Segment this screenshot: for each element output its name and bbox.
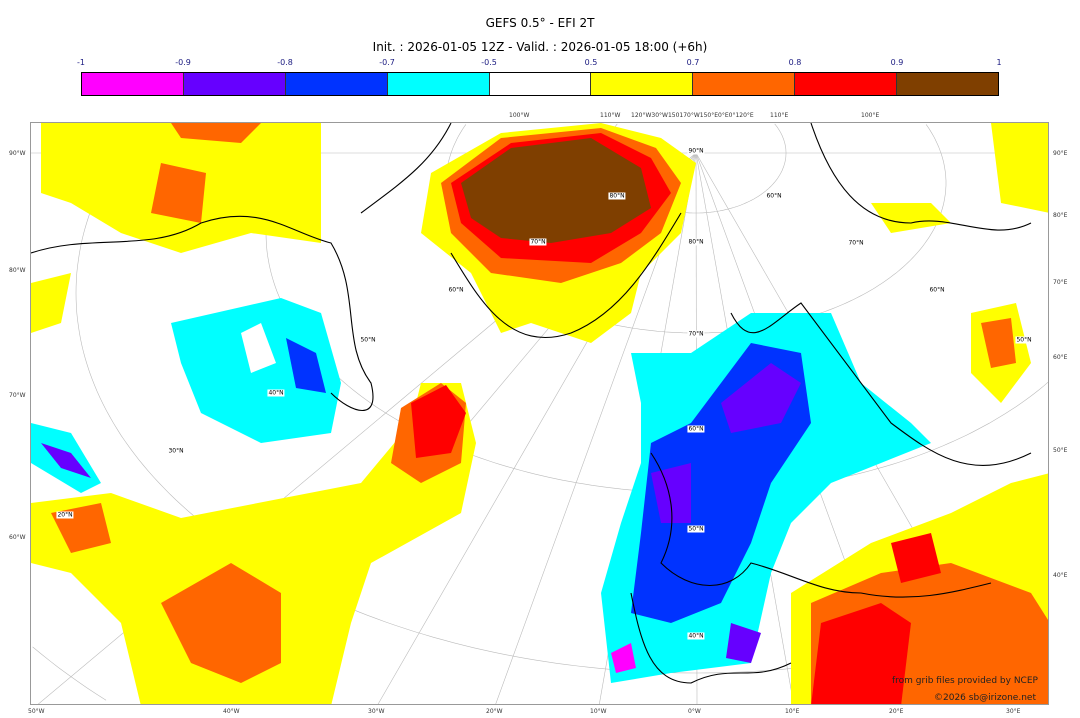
latitude-circle — [774, 123, 787, 153]
latitude-circle — [265, 123, 1048, 494]
axis-label-bottom: 20°E — [889, 708, 904, 715]
latitude-label: 50°N — [359, 336, 377, 344]
map-subtitle: Init. : 2026-01-05 12Z - Valid. : 2026-0… — [372, 40, 708, 54]
colorbar-swatch — [183, 73, 286, 95]
colorbar-swatch — [897, 73, 999, 95]
map-area: 90°N 80°N 80°N 70°N 70°N 60°N 60°N 50°N 50°N 70°N… — [30, 122, 1049, 705]
latitude-label: 90°N — [687, 147, 705, 155]
colorbar-swatch — [82, 73, 184, 95]
latitude-circle — [32, 646, 107, 701]
axis-label-top: 100°W — [509, 112, 530, 119]
axis-label-bottom: 40°W — [223, 708, 240, 715]
latitude-label: 50°N — [687, 525, 705, 533]
axis-label-bottom: 50°W — [28, 708, 45, 715]
colorbar-swatch — [285, 73, 388, 95]
colorbar-tick: -0.8 — [277, 58, 293, 67]
latitude-label: 40°N — [687, 632, 705, 640]
axis-label-left: 60°W — [9, 534, 26, 541]
latitude-label: 60°N — [687, 425, 705, 433]
colorbar-tick: -0.9 — [175, 58, 191, 67]
axis-label-right: 50°E — [1053, 447, 1068, 454]
axis-label-left: 80°W — [9, 267, 26, 274]
latitude-label: 80°N — [687, 238, 705, 246]
colorbar-swatch — [489, 73, 592, 95]
latitude-label: 50°N — [1015, 336, 1033, 344]
latitude-label: 70°N — [847, 239, 865, 247]
colorbar-tick: 0.9 — [890, 58, 904, 67]
axis-label-top: 120°W30°W150170°W150°E0°E0°120°E — [631, 112, 754, 119]
latitude-label: 30°N — [167, 447, 185, 455]
colorbar-swatch — [693, 73, 796, 95]
axis-label-left: 70°W — [9, 392, 26, 399]
axis-label-top: 110°W — [600, 112, 621, 119]
latitude-label: 70°N — [529, 238, 547, 246]
efi-field — [31, 123, 1048, 704]
colorbar-tick: 0.5 — [584, 58, 598, 67]
colorbar-swatch — [387, 73, 490, 95]
latitude-label: 60°N — [447, 286, 465, 294]
axis-label-bottom: 20°W — [486, 708, 503, 715]
axis-label-bottom: 30°W — [368, 708, 385, 715]
coastlines — [31, 123, 1032, 684]
axis-label-bottom: 30°E — [1006, 708, 1021, 715]
axis-label-bottom: 0°W — [688, 708, 701, 715]
map-title: GEFS 0.5° - EFI 2T — [485, 16, 595, 30]
latitude-label: 60°N — [928, 286, 946, 294]
latitude-label: 80°N — [608, 192, 626, 200]
axis-label-left: 90°W — [9, 150, 26, 157]
source-credit: from grib files provided by NCEP — [892, 676, 1038, 686]
copyright-credit: ©2026 sb@irizone.net — [934, 693, 1036, 703]
axis-label-right: 80°E — [1053, 212, 1068, 219]
axis-label-right: 40°E — [1053, 572, 1068, 579]
latitude-label: 70°N — [687, 330, 705, 338]
colorbar-tick: -0.7 — [379, 58, 395, 67]
colorbar-tick: 1 — [996, 58, 1002, 67]
axis-label-right: 60°E — [1053, 354, 1068, 361]
colorbar-tick: 0.8 — [788, 58, 802, 67]
colorbar — [81, 72, 999, 96]
axis-label-right: 90°E — [1053, 150, 1068, 157]
axis-label-right: 70°E — [1053, 279, 1068, 286]
latitude-label: 40°N — [267, 389, 285, 397]
colorbar-tick: -1 — [77, 58, 85, 67]
colorbar-swatch — [591, 73, 694, 95]
latitude-label: 60°N — [765, 192, 783, 200]
axis-label-bottom: 10°E — [785, 708, 800, 715]
colorbar-tick: -0.5 — [481, 58, 497, 67]
axis-label-top: 100°E — [861, 112, 880, 119]
latitude-label: 20°N — [56, 511, 74, 519]
axis-label-top: 110°E — [770, 112, 789, 119]
latitude-circle — [925, 124, 947, 183]
colorbar-swatch — [795, 73, 898, 95]
axis-label-bottom: 10°W — [590, 708, 607, 715]
colorbar-tick: 0.7 — [686, 58, 700, 67]
